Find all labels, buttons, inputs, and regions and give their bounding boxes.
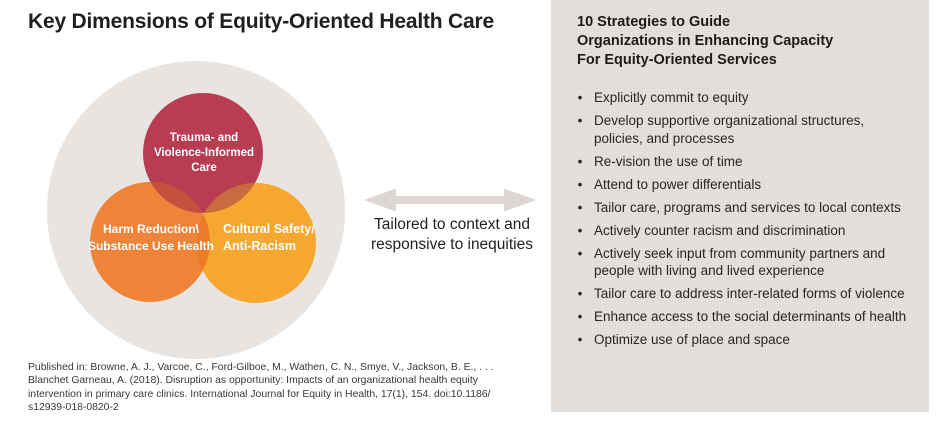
strategy-item: • Actively counter racism and discrimina… bbox=[575, 222, 909, 240]
bullet-icon: • bbox=[577, 245, 583, 261]
bullet-icon: • bbox=[577, 286, 583, 301]
citation-text: Published in: Browne, A. J., Varcoe, C.,… bbox=[28, 362, 494, 414]
strategy-text: Develop supportive organizational struct… bbox=[594, 113, 865, 146]
venn-label-harm: Harm Reduction\ Substance Use Health bbox=[87, 222, 215, 253]
venn-label-cultural: Cultural Safety/ Anti-Racism bbox=[223, 222, 315, 253]
strategy-item: • Enhance access to the social determina… bbox=[575, 308, 909, 326]
bullet-icon: • bbox=[577, 90, 583, 105]
strategy-text: Enhance access to the social determinant… bbox=[594, 309, 907, 324]
strategy-text: Re-vision the use of time bbox=[594, 153, 743, 169]
venn-circles-graphic bbox=[47, 61, 345, 359]
bullet-icon: • bbox=[577, 199, 583, 215]
bullet-icon: • bbox=[577, 332, 583, 347]
venn-trauma-circle bbox=[143, 93, 263, 213]
strategy-item: • Optimize use of place and space bbox=[575, 331, 909, 349]
strategy-text: Explicitly commit to equity bbox=[594, 90, 749, 105]
connector-caption: Tailored to context and responsive to in… bbox=[371, 216, 533, 253]
bullet-icon: • bbox=[577, 222, 583, 238]
strategies-list: • Explicitly commit to equity • Develop … bbox=[575, 89, 909, 349]
venn-harm-circle bbox=[90, 182, 210, 302]
bullet-icon: • bbox=[577, 153, 583, 169]
strategy-item: • Re-vision the use of time bbox=[575, 153, 909, 171]
double-arrow-shape bbox=[364, 188, 536, 212]
strategy-item: • Develop supportive organizational stru… bbox=[575, 112, 909, 147]
venn-cultural-circle bbox=[196, 183, 316, 303]
strategy-text: Attend to power differentials bbox=[594, 176, 762, 192]
venn-diagram: Trauma- and Violence-Informed Care Harm … bbox=[46, 60, 346, 360]
venn-label-trauma: Trauma- and Violence-Informed Care bbox=[153, 132, 255, 174]
strategy-item: • Tailor care to address inter-related f… bbox=[575, 285, 909, 303]
strategy-text: Tailor care to address inter-related for… bbox=[594, 286, 905, 301]
strategy-text: Optimize use of place and space bbox=[594, 332, 790, 347]
strategies-panel: 10 Strategies to Guide Organizations in … bbox=[551, 0, 929, 412]
double-arrow-icon bbox=[364, 188, 536, 212]
bullet-icon: • bbox=[577, 113, 583, 128]
strategies-heading: 10 Strategies to Guide Organizations in … bbox=[577, 14, 834, 68]
strategy-text: Actively seek input from community partn… bbox=[594, 245, 886, 279]
strategy-text: Actively counter racism and discriminati… bbox=[594, 222, 846, 238]
strategy-item: • Explicitly commit to equity bbox=[575, 89, 909, 107]
bullet-icon: • bbox=[577, 309, 583, 324]
page-title: Key Dimensions of Equity-Oriented Health… bbox=[28, 10, 494, 33]
strategy-item: • Attend to power differentials bbox=[575, 176, 909, 194]
strategy-item: • Tailor care, programs and services to … bbox=[575, 199, 909, 217]
strategy-text: Tailor care, programs and services to lo… bbox=[594, 199, 901, 215]
strategy-item: • Actively seek input from community par… bbox=[575, 245, 909, 280]
bullet-icon: • bbox=[577, 176, 583, 192]
